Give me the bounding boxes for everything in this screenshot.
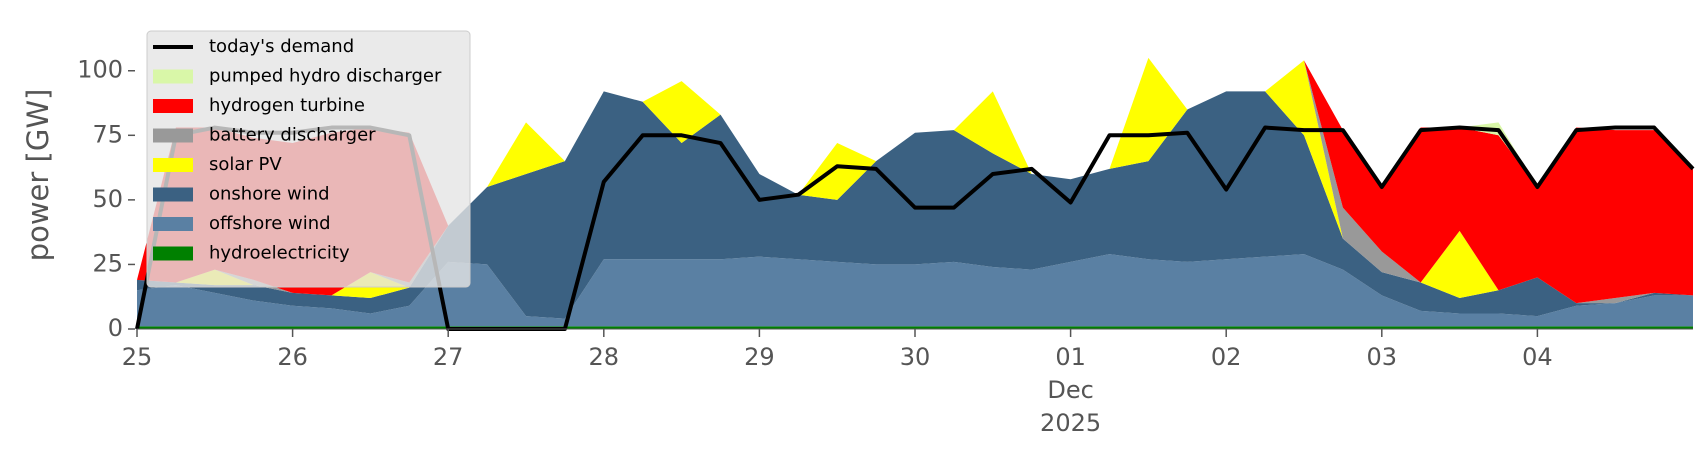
legend-label: today's demand: [209, 36, 354, 57]
legend-patch: [153, 246, 193, 261]
y-tick-label: 0: [108, 314, 123, 342]
legend-label: pumped hydro discharger: [209, 66, 442, 87]
y-tick-label: 50: [92, 185, 123, 213]
legend-label: battery discharger: [209, 125, 376, 146]
legend-patch: [153, 99, 193, 113]
legend: today's demand pumped hydro discharger hyd…: [146, 30, 471, 288]
legend-patch: [153, 158, 193, 172]
x-tick-label: 30: [899, 343, 931, 371]
area: [137, 57, 1693, 304]
legend-label: hydroelectricity: [209, 243, 350, 264]
x-tick-label: 03: [1366, 343, 1398, 371]
legend-label: hydrogen turbine: [209, 95, 365, 116]
x-tick-label: 04: [1522, 343, 1553, 371]
area: [137, 254, 1693, 327]
x-tick-label: 29: [744, 343, 775, 371]
legend-label: solar PV: [209, 154, 282, 175]
legend-box: [146, 30, 471, 288]
legend-patch: [153, 187, 193, 202]
x-tick-label: 25: [121, 343, 153, 371]
x-tick-label: 27: [432, 343, 464, 371]
y-tick-label: 25: [92, 249, 123, 277]
legend-patch: [153, 128, 193, 143]
legend-patch: [153, 69, 193, 84]
x-tick-label: 26: [277, 343, 308, 371]
legend-label: offshore wind: [209, 213, 331, 234]
y-axis-label: power [GW]: [21, 89, 55, 262]
x-tick-label: 01 Dec 2025: [1040, 343, 1102, 437]
x-tick-label: 28: [588, 343, 620, 371]
y-tick-label: 100: [77, 56, 123, 84]
y-tick-label: 75: [92, 120, 123, 148]
x-tick-label: 02: [1210, 343, 1242, 371]
legend-label: onshore wind: [209, 184, 330, 205]
legend-patch: [153, 217, 193, 231]
